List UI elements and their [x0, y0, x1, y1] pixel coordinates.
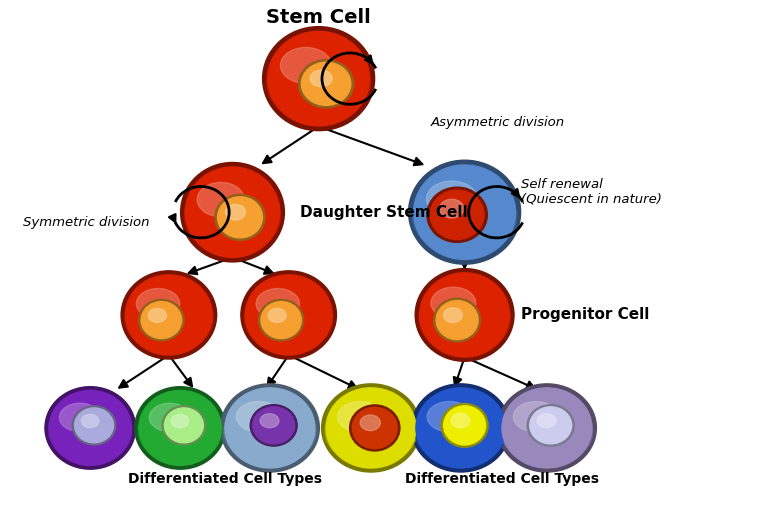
Ellipse shape — [537, 414, 556, 428]
Ellipse shape — [413, 165, 516, 259]
Ellipse shape — [149, 403, 191, 432]
Text: Stem Cell: Stem Cell — [266, 7, 371, 27]
Ellipse shape — [139, 390, 221, 466]
Ellipse shape — [261, 302, 301, 339]
Ellipse shape — [431, 287, 476, 319]
Ellipse shape — [301, 62, 350, 105]
Ellipse shape — [322, 384, 420, 472]
Ellipse shape — [48, 399, 132, 463]
Ellipse shape — [125, 284, 213, 352]
Ellipse shape — [497, 384, 597, 472]
Ellipse shape — [139, 299, 184, 341]
Ellipse shape — [360, 415, 380, 431]
Ellipse shape — [444, 308, 463, 323]
Ellipse shape — [440, 199, 464, 218]
Ellipse shape — [513, 401, 558, 432]
Ellipse shape — [310, 70, 332, 87]
Ellipse shape — [527, 405, 574, 446]
Ellipse shape — [215, 194, 265, 240]
Ellipse shape — [350, 405, 400, 451]
Ellipse shape — [444, 406, 485, 445]
Ellipse shape — [197, 182, 245, 217]
Ellipse shape — [74, 408, 114, 443]
Ellipse shape — [185, 177, 281, 254]
Ellipse shape — [141, 302, 182, 339]
Ellipse shape — [217, 197, 263, 238]
Ellipse shape — [260, 414, 279, 428]
Ellipse shape — [430, 190, 484, 240]
Ellipse shape — [298, 60, 354, 108]
Ellipse shape — [427, 187, 488, 242]
Ellipse shape — [413, 176, 516, 256]
Ellipse shape — [241, 271, 336, 359]
Ellipse shape — [412, 384, 510, 472]
Ellipse shape — [251, 405, 298, 446]
Ellipse shape — [185, 167, 279, 257]
Text: Asymmetric division: Asymmetric division — [431, 116, 565, 129]
Ellipse shape — [181, 162, 285, 262]
Text: Differentiated Cell Types: Differentiated Cell Types — [128, 472, 322, 487]
Text: Progenitor Cell: Progenitor Cell — [521, 307, 649, 323]
Ellipse shape — [162, 406, 206, 445]
Ellipse shape — [236, 401, 281, 432]
Ellipse shape — [224, 397, 316, 465]
Ellipse shape — [220, 384, 319, 472]
Ellipse shape — [225, 388, 315, 468]
Ellipse shape — [280, 48, 332, 84]
Ellipse shape — [501, 397, 593, 465]
Ellipse shape — [415, 269, 514, 361]
Ellipse shape — [164, 408, 204, 443]
Ellipse shape — [530, 407, 572, 444]
Ellipse shape — [72, 406, 116, 445]
Ellipse shape — [268, 31, 369, 126]
Ellipse shape — [245, 284, 333, 352]
Ellipse shape — [266, 42, 370, 123]
Ellipse shape — [268, 309, 286, 323]
Ellipse shape — [49, 390, 132, 466]
Ellipse shape — [171, 414, 188, 428]
Ellipse shape — [419, 282, 510, 354]
Ellipse shape — [426, 181, 478, 217]
Ellipse shape — [121, 271, 217, 359]
Ellipse shape — [59, 403, 101, 432]
Ellipse shape — [415, 397, 506, 465]
Ellipse shape — [441, 404, 488, 447]
Ellipse shape — [419, 273, 509, 357]
Ellipse shape — [245, 275, 332, 355]
Ellipse shape — [135, 387, 226, 469]
Text: Symmetric division: Symmetric division — [23, 216, 149, 229]
Ellipse shape — [326, 397, 417, 465]
Ellipse shape — [434, 298, 481, 342]
Ellipse shape — [338, 401, 382, 432]
Ellipse shape — [126, 275, 212, 355]
Ellipse shape — [256, 289, 300, 319]
Text: Self renewal
(Quiescent in nature): Self renewal (Quiescent in nature) — [521, 177, 662, 206]
Ellipse shape — [81, 414, 99, 428]
Ellipse shape — [263, 27, 375, 130]
Ellipse shape — [502, 388, 592, 468]
Ellipse shape — [148, 309, 167, 323]
Text: Daughter Stem Cell: Daughter Stem Cell — [300, 205, 468, 220]
Ellipse shape — [138, 399, 222, 463]
Ellipse shape — [451, 413, 470, 428]
Ellipse shape — [436, 301, 478, 340]
Text: Differentiated Cell Types: Differentiated Cell Types — [405, 472, 599, 487]
Ellipse shape — [427, 401, 472, 432]
Ellipse shape — [45, 387, 136, 469]
Ellipse shape — [409, 160, 521, 264]
Ellipse shape — [259, 299, 304, 341]
Ellipse shape — [253, 407, 294, 444]
Ellipse shape — [226, 205, 245, 220]
Ellipse shape — [326, 388, 416, 468]
Ellipse shape — [416, 388, 506, 468]
Ellipse shape — [352, 407, 397, 448]
Ellipse shape — [136, 289, 179, 319]
